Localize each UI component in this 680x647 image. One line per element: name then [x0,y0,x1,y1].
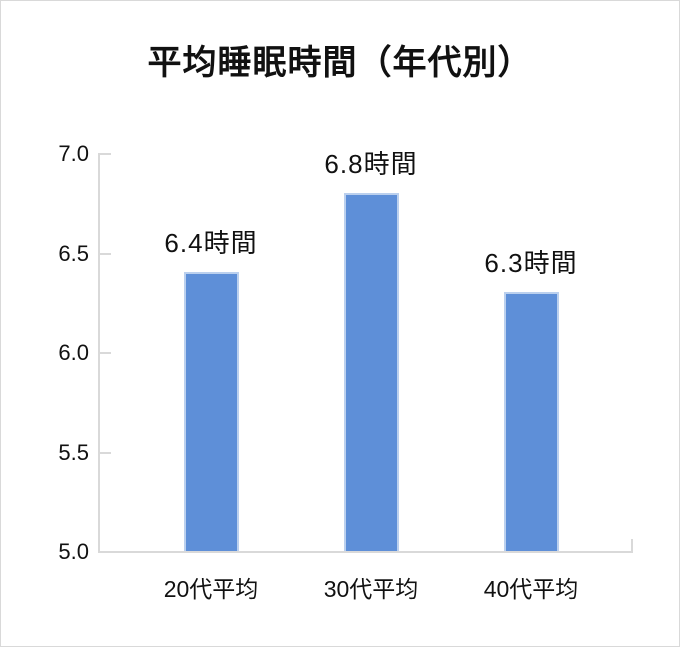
chart-title: 平均睡眠時間（年代別） [147,44,533,82]
bar [503,292,559,551]
y-axis-line [98,153,100,553]
x-axis-end-tick [631,539,633,551]
x-axis-tick-label: 30代平均 [323,576,419,602]
x-axis-tick-label: 20代平均 [163,576,259,602]
x-axis-line [98,551,633,553]
bar-value-label: 6.4時間 [164,228,258,259]
y-axis-tick-label: 5.0 [58,539,89,564]
y-axis-tick [100,352,111,354]
bar-value-label: 6.3時間 [484,248,578,279]
y-axis-tick-label: 6.0 [58,340,89,365]
y-axis-tick [100,252,111,255]
y-axis-tick-label: 7.0 [58,141,89,166]
y-axis-tick [100,551,111,553]
y-axis-tick [100,451,111,454]
bar-value-label: 6.8時間 [324,148,418,179]
y-axis-tick-label: 5.5 [58,439,89,465]
bar [343,192,399,551]
x-axis-tick-label: 40代平均 [483,576,579,602]
y-axis-tick [100,153,111,155]
bar [183,272,239,551]
y-axis-tick-label: 6.5 [58,240,89,266]
